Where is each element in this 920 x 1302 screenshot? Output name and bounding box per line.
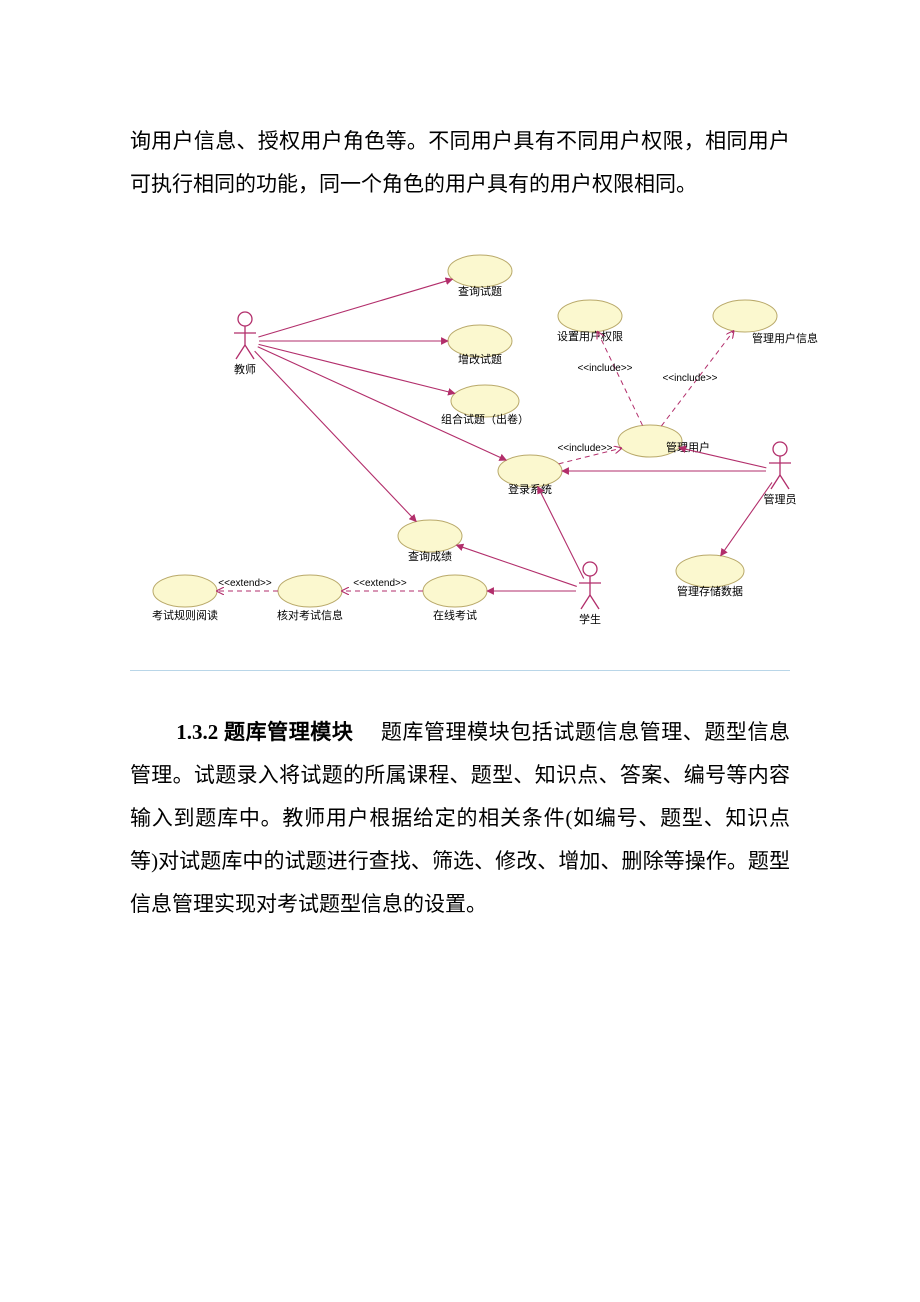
svg-text:核对考试信息: 核对考试信息 bbox=[277, 608, 343, 622]
svg-text:查询试题: 查询试题 bbox=[458, 284, 502, 298]
assoc-line bbox=[721, 483, 772, 556]
usecase-uc_verify: 核对考试信息 bbox=[277, 575, 343, 622]
usecase-uc_query_sc: 查询成绩 bbox=[398, 520, 462, 563]
usecase-uc_mod_q: 增改试题 bbox=[448, 325, 512, 366]
svg-text:教师: 教师 bbox=[234, 363, 256, 376]
stereotype-label: <<extend>> bbox=[353, 578, 407, 589]
usecase-uc_online: 在线考试 bbox=[423, 575, 487, 622]
paragraph-bottom: 1.3.2 题库管理模块 题库管理模块包括试题信息管理、题型信息管理。试题录入将… bbox=[130, 711, 790, 926]
svg-text:查询成绩: 查询成绩 bbox=[408, 549, 452, 563]
assoc-line bbox=[255, 351, 417, 521]
usecase-uc_mng_store: 管理存储数据 bbox=[676, 555, 744, 598]
usecase-uc_compose: 组合试题（出卷） bbox=[441, 385, 529, 426]
assoc-line bbox=[538, 487, 584, 579]
dep-line bbox=[597, 332, 642, 426]
use-case-diagram: 教师管理员学生查询试题设置用户权限增改试题管理用户信息组合试题（出卷）管理用户登… bbox=[130, 236, 790, 671]
svg-text:管理用户信息: 管理用户信息 bbox=[752, 331, 818, 345]
stereotype-label: <<extend>> bbox=[218, 578, 272, 589]
svg-text:管理员: 管理员 bbox=[764, 492, 797, 506]
stereotype-label: <<include>> bbox=[557, 443, 612, 454]
svg-text:设置用户权限: 设置用户权限 bbox=[557, 329, 623, 343]
section-number: 1.3.2 bbox=[176, 720, 218, 744]
paragraph-top: 询用户信息、授权用户角色等。不同用户具有不同用户权限，相同用户可执行相同的功能，… bbox=[130, 120, 790, 206]
document-page: 询用户信息、授权用户角色等。不同用户具有不同用户权限，相同用户可执行相同的功能，… bbox=[0, 0, 920, 1006]
svg-text:考试规则阅读: 考试规则阅读 bbox=[152, 608, 218, 622]
assoc-line bbox=[258, 279, 452, 337]
svg-text:增改试题: 增改试题 bbox=[458, 352, 502, 366]
svg-text:学生: 学生 bbox=[579, 612, 601, 626]
usecase-uc_rules: 考试规则阅读 bbox=[152, 575, 218, 622]
svg-text:管理存储数据: 管理存储数据 bbox=[677, 584, 743, 598]
actor-admin: 管理员 bbox=[764, 442, 797, 506]
svg-text:组合试题（出卷）: 组合试题（出卷） bbox=[441, 412, 529, 426]
svg-text:登录系统: 登录系统 bbox=[508, 482, 552, 496]
stereotype-label: <<include>> bbox=[577, 363, 632, 374]
actor-student: 学生 bbox=[579, 562, 601, 626]
usecase-uc_set_perm: 设置用户权限 bbox=[557, 300, 623, 343]
stereotype-label: <<include>> bbox=[662, 373, 717, 384]
usecase-uc_query_q: 查询试题 bbox=[448, 255, 512, 298]
section-title: 题库管理模块 bbox=[224, 720, 353, 744]
assoc-line bbox=[679, 448, 766, 468]
actor-teacher: 教师 bbox=[234, 312, 256, 376]
svg-text:在线考试: 在线考试 bbox=[433, 608, 477, 622]
usecase-uc_mng_uinfo: 管理用户信息 bbox=[713, 300, 818, 345]
usecase-uc_login: 登录系统 bbox=[498, 455, 562, 496]
svg-text:管理用户: 管理用户 bbox=[666, 440, 710, 454]
section-body: 题库管理模块包括试题信息管理、题型信息管理。试题录入将试题的所属课程、题型、知识… bbox=[130, 720, 790, 916]
